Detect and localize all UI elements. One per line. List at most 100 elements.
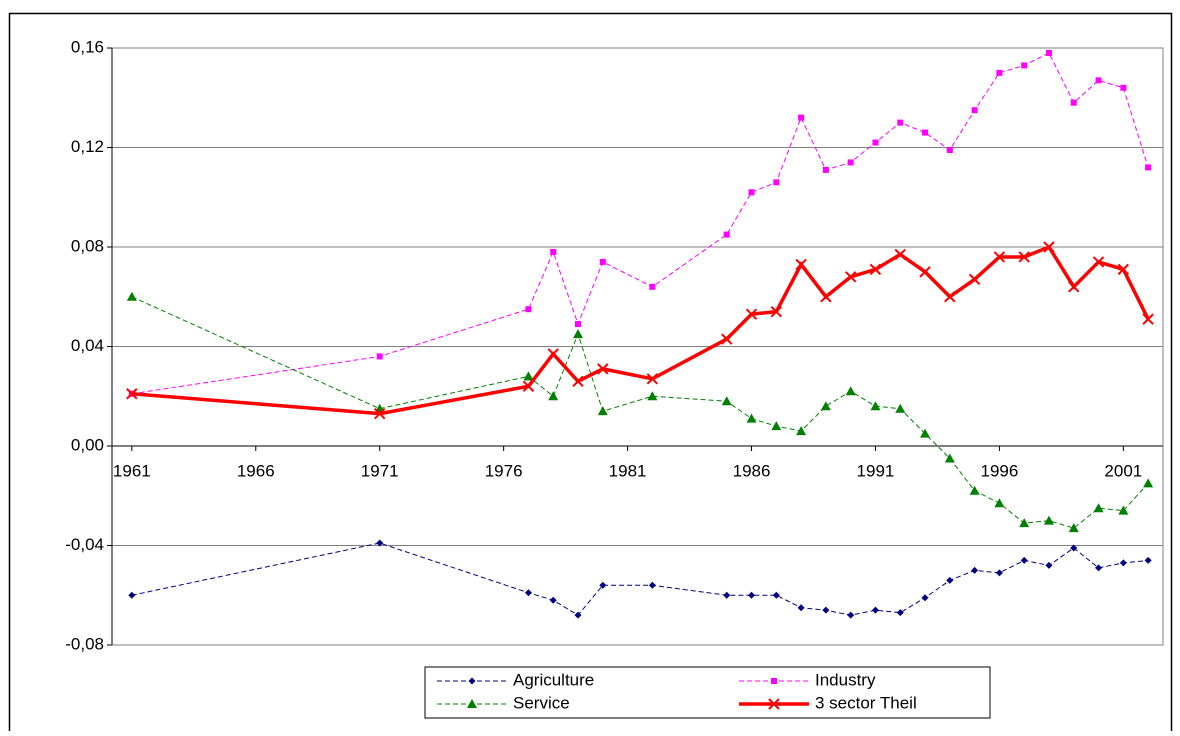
marker <box>649 283 656 290</box>
marker <box>895 403 906 413</box>
marker <box>847 611 855 619</box>
marker <box>1093 503 1104 513</box>
marker <box>522 380 535 393</box>
marker <box>1118 505 1129 515</box>
x-tick-label: 1976 <box>485 461 523 480</box>
marker <box>771 421 782 431</box>
marker <box>1144 556 1152 564</box>
marker <box>1068 523 1079 533</box>
marker <box>548 391 559 401</box>
marker <box>748 591 756 599</box>
marker <box>946 146 953 153</box>
marker <box>971 107 978 114</box>
marker <box>745 308 758 320</box>
marker <box>820 401 831 411</box>
marker <box>944 453 955 463</box>
marker <box>1019 518 1030 528</box>
series-line <box>131 52 1149 395</box>
marker <box>525 306 532 313</box>
legend-marker <box>768 698 780 710</box>
marker <box>772 591 780 599</box>
marker <box>896 609 904 617</box>
marker <box>376 353 383 360</box>
marker <box>376 539 384 547</box>
marker <box>845 386 856 396</box>
marker <box>1043 241 1055 253</box>
legend-marker <box>468 677 476 685</box>
marker <box>870 401 881 411</box>
marker <box>1018 251 1030 263</box>
legend-label: Industry <box>815 670 876 689</box>
marker <box>844 271 857 283</box>
marker <box>1070 544 1078 552</box>
marker <box>1045 49 1052 56</box>
marker <box>1095 77 1102 84</box>
marker <box>1070 99 1077 106</box>
marker <box>547 348 559 360</box>
marker <box>550 248 557 255</box>
marker <box>572 375 584 388</box>
marker <box>646 373 659 385</box>
marker <box>723 591 731 599</box>
marker <box>1145 164 1152 171</box>
marker <box>549 596 557 604</box>
marker <box>922 129 929 136</box>
marker <box>969 485 980 495</box>
marker <box>599 581 607 589</box>
marker <box>871 606 879 614</box>
marker <box>995 569 1003 577</box>
marker <box>822 166 829 173</box>
marker <box>1020 556 1028 564</box>
x-tick-label: 1981 <box>609 461 647 480</box>
marker <box>723 231 730 238</box>
marker <box>597 406 608 416</box>
y-tick-label: -0,08 <box>65 634 104 653</box>
marker <box>894 248 906 261</box>
marker <box>994 498 1005 508</box>
marker <box>968 273 981 286</box>
marker <box>795 258 807 271</box>
x-tick-label: 1991 <box>857 461 895 480</box>
marker <box>1120 84 1127 91</box>
marker <box>971 566 979 574</box>
marker <box>847 159 854 166</box>
marker <box>897 119 904 126</box>
marker <box>1068 281 1080 293</box>
marker <box>946 576 954 584</box>
marker <box>573 329 584 339</box>
marker <box>770 305 783 318</box>
marker <box>1117 263 1130 276</box>
marker <box>820 291 832 303</box>
marker <box>1143 478 1154 488</box>
marker <box>126 388 138 400</box>
marker <box>524 589 532 597</box>
marker <box>748 189 755 196</box>
marker <box>920 428 931 438</box>
marker <box>647 391 658 401</box>
marker <box>575 321 582 328</box>
marker <box>921 594 929 602</box>
marker <box>797 604 805 612</box>
marker <box>128 591 136 599</box>
legend-label: Service <box>513 693 570 712</box>
marker <box>993 251 1006 263</box>
marker <box>773 179 780 186</box>
legend-label: 3 sector Theil <box>815 693 917 712</box>
marker <box>648 581 656 589</box>
y-tick-label: 0,00 <box>71 435 104 454</box>
series-line <box>131 296 1149 529</box>
x-tick-label: 1971 <box>361 461 399 480</box>
marker <box>996 69 1003 76</box>
marker <box>796 426 807 436</box>
marker <box>599 258 606 265</box>
marker <box>1043 515 1054 525</box>
y-tick-label: 0,08 <box>71 236 104 255</box>
marker <box>574 611 582 619</box>
marker <box>374 407 386 420</box>
legend <box>424 666 991 719</box>
x-tick-label: 1961 <box>113 461 151 480</box>
marker <box>1142 313 1154 325</box>
marker <box>822 606 830 614</box>
marker <box>872 139 879 146</box>
marker <box>944 291 956 303</box>
